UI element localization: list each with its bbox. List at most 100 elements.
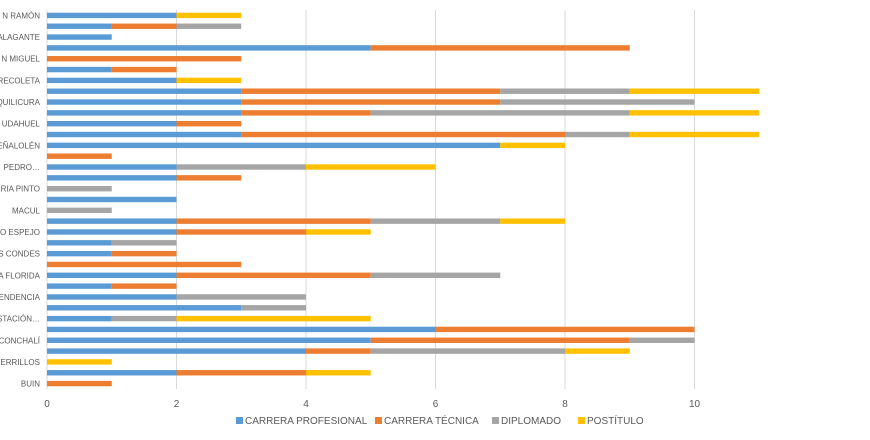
bar-3-series-0	[47, 45, 371, 51]
bar-20-series-3	[306, 229, 371, 235]
bar-8-series-2	[500, 99, 695, 105]
bar-28-series-2	[111, 315, 177, 322]
bar-7-series-0	[47, 88, 242, 94]
bar-8-series-1	[241, 99, 501, 105]
bar-0-series-0	[47, 12, 177, 19]
bar-27-series-2	[241, 305, 306, 311]
bar-9-series-0	[47, 110, 242, 116]
gridlines	[46, 10, 695, 389]
bar-3-series-1	[370, 45, 630, 51]
bar-15-series-0	[47, 175, 177, 181]
category-label-10: UDAHUEL	[2, 120, 41, 129]
category-label-4: N MIGUEL	[1, 55, 40, 64]
bar-28-series-3	[176, 315, 371, 322]
bar-31-series-1	[306, 348, 371, 354]
bar-12-series-0	[47, 142, 501, 149]
bar-16-series-2	[47, 185, 112, 192]
bar-8-series-0	[47, 99, 242, 105]
bar-24-series-2	[370, 272, 501, 279]
bar-14-series-0	[47, 164, 177, 170]
legend-swatch-1	[375, 417, 382, 424]
bar-9-series-2	[370, 110, 630, 116]
bar-31-series-2	[370, 348, 565, 354]
category-label-14: PEDRO…	[4, 163, 40, 172]
x-tick-label-1: 2	[174, 399, 180, 410]
bar-25-series-0	[47, 283, 112, 289]
bar-20-series-1	[176, 229, 306, 235]
x-tick-label-5: 10	[689, 399, 701, 410]
category-label-12: EÑALOLÉN	[0, 141, 40, 150]
category-label-32: CERRILLOS	[0, 358, 40, 367]
category-label-0: N RAMÓN	[2, 11, 40, 20]
bar-9-series-1	[241, 110, 371, 116]
x-tick-label-3: 6	[433, 399, 439, 410]
bar-6-series-0	[47, 77, 177, 84]
bar-6-series-3	[176, 77, 242, 84]
legend: CARRERA PROFESIONAL CARRERA TÉCNICA DIPLOM…	[236, 414, 644, 427]
bars	[47, 12, 760, 387]
bar-1-series-1	[111, 23, 177, 29]
bar-7-series-2	[500, 88, 630, 94]
bar-29-series-0	[47, 326, 436, 333]
category-label-20: LO ESPEJO	[0, 228, 40, 237]
bar-22-series-0	[47, 250, 112, 257]
bar-19-series-3	[500, 218, 565, 224]
x-tick-label-4: 8	[562, 399, 568, 410]
bar-15-series-1	[176, 175, 242, 181]
bar-11-series-2	[565, 131, 630, 138]
category-label-16: RIA PINTO	[1, 185, 40, 194]
bar-13-series-1	[47, 153, 112, 159]
bar-1-series-2	[176, 23, 242, 29]
bar-14-series-3	[306, 164, 436, 170]
category-label-26: ENDENCIA	[0, 293, 41, 302]
category-label-6: RECOLETA	[0, 76, 41, 85]
category-label-28: ESTACIÓN…	[0, 315, 40, 324]
bar-12-series-3	[500, 142, 565, 149]
bar-2-series-0	[47, 34, 112, 40]
bar-19-series-2	[370, 218, 501, 224]
legend-swatch-2	[492, 417, 499, 424]
bar-33-series-1	[176, 370, 306, 376]
legend-label-0: CARRERA PROFESIONAL	[245, 416, 368, 427]
legend-label-2: DIPLOMADO	[501, 416, 561, 427]
bar-26-series-2	[176, 294, 306, 300]
bar-23-series-1	[47, 261, 242, 268]
bar-5-series-0	[47, 66, 112, 73]
bar-28-series-0	[47, 315, 112, 322]
bar-30-series-2	[629, 337, 695, 343]
bar-30-series-0	[47, 337, 371, 343]
bar-10-series-1	[176, 120, 242, 127]
x-tick-label-0: 0	[44, 399, 50, 410]
bar-33-series-3	[306, 370, 371, 376]
bar-9-series-3	[629, 110, 760, 116]
category-label-30: CONCHALÍ	[0, 336, 41, 345]
category-labels: N RAMÓN ALAGANTE N MIGUEL RECOLETA QUILICURA…	[0, 11, 41, 388]
bar-31-series-3	[565, 348, 630, 354]
category-label-24: A FLORIDA	[0, 271, 41, 280]
bar-27-series-0	[47, 305, 242, 311]
category-label-18: MACUL	[12, 206, 41, 215]
bar-31-series-0	[47, 348, 306, 354]
bar-20-series-0	[47, 229, 177, 235]
bar-21-series-0	[47, 240, 112, 246]
bar-14-series-2	[176, 164, 306, 170]
bar-0-series-3	[176, 12, 242, 19]
bar-33-series-0	[47, 370, 177, 376]
bar-11-series-3	[629, 131, 760, 138]
legend-label-3: POSTÍTULO	[587, 414, 644, 427]
bar-24-series-1	[176, 272, 371, 279]
bar-19-series-1	[176, 218, 371, 224]
bar-7-series-1	[241, 88, 501, 94]
bar-32-series-3	[47, 359, 112, 365]
bar-18-series-2	[47, 207, 112, 214]
bar-10-series-0	[47, 120, 177, 127]
legend-swatch-0	[236, 417, 243, 424]
bar-19-series-0	[47, 218, 177, 224]
bar-21-series-2	[111, 240, 177, 246]
bar-34-series-1	[47, 380, 112, 387]
category-label-2: ALAGANTE	[0, 33, 40, 42]
bar-25-series-1	[111, 283, 177, 289]
bar-7-series-3	[629, 88, 760, 94]
bar-17-series-0	[47, 196, 177, 203]
